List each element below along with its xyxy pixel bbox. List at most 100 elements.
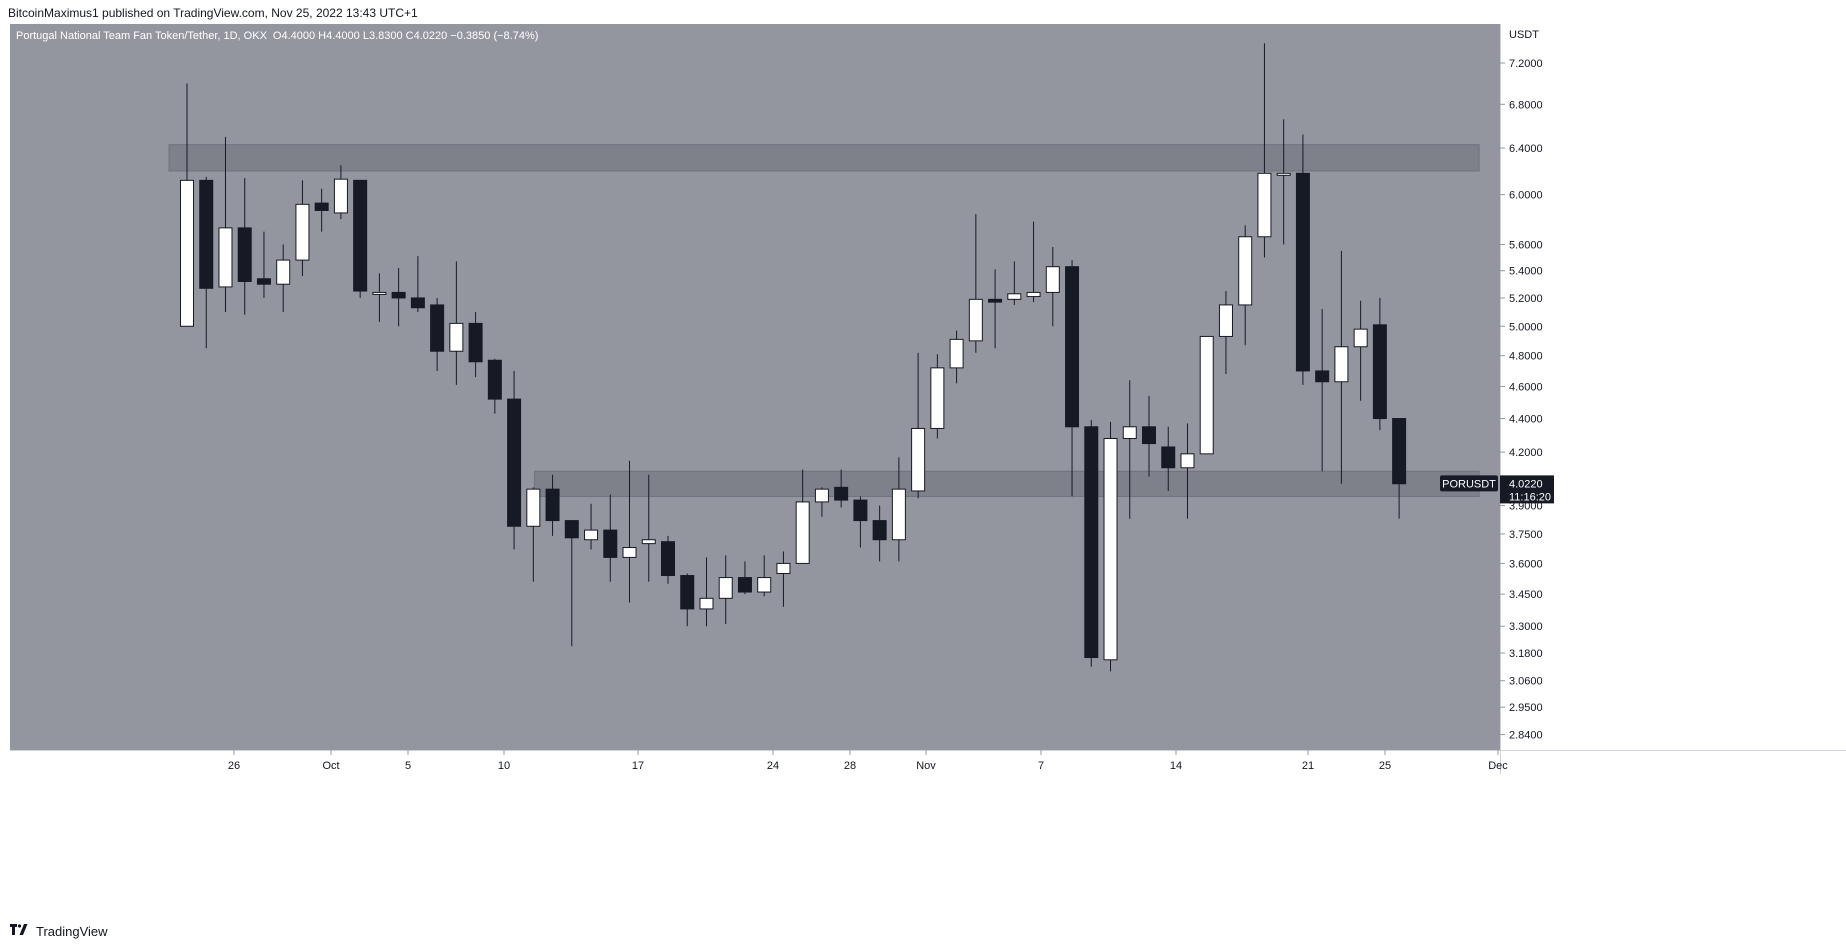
- candle-body-bearish: [507, 398, 522, 527]
- chart-frame[interactable]: 7.2000 6.8000 6.4000 6.0000 5.6000 5.4000 5.20…: [10, 24, 1846, 913]
- candle-body-bearish: [1295, 172, 1310, 372]
- tradingview-logo-icon[interactable]: [8, 924, 30, 938]
- candle: [1084, 420, 1099, 667]
- candle: [353, 179, 368, 298]
- candle-body-bearish: [737, 577, 752, 593]
- candle: [1103, 421, 1118, 672]
- price-tick-label: 3.7500: [1509, 529, 1543, 541]
- candle: [622, 460, 637, 603]
- price-tick-label: 6.0000: [1509, 190, 1543, 202]
- candle: [968, 214, 983, 353]
- candle-body-bullish: [699, 597, 714, 610]
- price-tick-label: 5.2000: [1509, 293, 1543, 305]
- footer: TradingView: [8, 920, 108, 942]
- candle: [468, 311, 483, 378]
- resistance-zone[interactable]: [168, 144, 1480, 172]
- candle: [295, 180, 310, 277]
- price-tick-label: 5.4000: [1509, 266, 1543, 278]
- candle: [1122, 380, 1137, 519]
- candle-body-bullish: [276, 259, 291, 285]
- bar-countdown-label: 11:16:20: [1509, 491, 1551, 503]
- candle: [1065, 260, 1080, 497]
- price-axis[interactable]: 7.2000 6.8000 6.4000 6.0000 5.6000 5.4000 5.20…: [1500, 58, 1543, 742]
- candle: [718, 555, 733, 625]
- price-tick-label: 4.4000: [1509, 414, 1543, 426]
- time-tick-label: Dec: [1488, 760, 1508, 772]
- price-tick-label: 6.8000: [1509, 99, 1543, 111]
- symbol-label: PORUSDT: [1442, 478, 1496, 490]
- price-axis-background: [1500, 24, 1846, 750]
- ohlc-value: 3.8300: [369, 30, 403, 42]
- candles-layer: [180, 43, 1407, 672]
- candle: [199, 176, 214, 349]
- ohlc-value: 4.4000: [281, 30, 315, 42]
- candle-body-bullish: [1180, 453, 1195, 469]
- chart-title: Portugal National Team Fan Token/Tether,…: [16, 30, 268, 42]
- price-chart[interactable]: 7.2000 6.8000 6.4000 6.0000 5.6000 5.4000 5.20…: [10, 24, 1846, 913]
- price-tick-label: 4.2000: [1509, 447, 1543, 459]
- candle: [1392, 418, 1407, 519]
- candle-body-bullish: [641, 539, 656, 545]
- symbol-label-box: [1440, 475, 1498, 492]
- candle: [891, 457, 906, 562]
- candle-body-bearish: [430, 304, 445, 352]
- candle-body-bullish: [526, 488, 541, 527]
- candle-body-bearish: [680, 575, 695, 610]
- candle-body-bearish: [487, 359, 502, 400]
- candle-body-bullish: [584, 529, 599, 541]
- candle-body-bullish: [776, 562, 791, 575]
- candle: [641, 474, 656, 582]
- candle-body-bearish: [564, 520, 579, 539]
- candle: [256, 231, 271, 298]
- candle-body-bearish: [988, 298, 1003, 303]
- candle: [680, 573, 695, 627]
- candle: [1334, 250, 1349, 484]
- candle-body-bullish: [1007, 293, 1022, 300]
- candle: [1142, 395, 1156, 477]
- candle: [276, 244, 291, 312]
- candle-body-bullish: [949, 338, 964, 369]
- candle-body-bullish: [1334, 346, 1349, 383]
- candle-body-bearish: [545, 488, 560, 522]
- candle: [1276, 119, 1291, 245]
- candle: [911, 352, 926, 499]
- support-zone[interactable]: [534, 470, 1480, 497]
- candle-body-bearish: [199, 179, 214, 289]
- time-tick-label: 17: [632, 760, 644, 772]
- candle: [487, 358, 502, 414]
- candle-body-bullish: [1103, 438, 1118, 661]
- candle-body-bearish: [1084, 426, 1099, 659]
- candle-body-bearish: [468, 322, 483, 363]
- price-tick-label: 3.6000: [1509, 558, 1543, 570]
- candle-body-bullish: [1276, 172, 1291, 176]
- candle-body-bearish: [834, 486, 849, 501]
- candle: [1199, 335, 1214, 455]
- candle: [1372, 297, 1387, 431]
- time-tick-label: 24: [767, 760, 779, 772]
- ohlc-value: 4.0220: [414, 30, 448, 42]
- footer-brand[interactable]: TradingView: [36, 923, 108, 939]
- time-tick-label: 10: [498, 760, 510, 772]
- candle: [661, 535, 675, 584]
- candle-body-bullish: [622, 547, 637, 558]
- candle-body-bearish: [1392, 418, 1407, 485]
- candle-body-bullish: [1122, 426, 1137, 440]
- candle-body-bullish: [1238, 236, 1253, 306]
- candle-body-bullish: [372, 291, 387, 295]
- ohlc-label: H: [315, 30, 326, 42]
- candle-body-bullish: [1026, 291, 1041, 298]
- ohlc-values: O4.4000 H4.4000 L3.8300 C4.0220 −0.3850 …: [273, 30, 539, 42]
- candle-body-bearish: [353, 179, 368, 292]
- candle: [930, 354, 945, 439]
- candle: [834, 469, 849, 508]
- candle-body-bearish: [256, 278, 271, 285]
- candle-body-bullish: [1199, 335, 1214, 455]
- publisher-name[interactable]: BitcoinMaximus1: [8, 6, 99, 20]
- time-axis[interactable]: 26 Oct 5 10 17 24 28 Nov 7 14 21 25 Dec: [228, 750, 1508, 772]
- candle: [699, 557, 714, 627]
- candle-body-bullish: [1257, 172, 1272, 238]
- candle: [949, 330, 964, 384]
- price-tick-label: 3.1800: [1509, 648, 1543, 660]
- candle: [1315, 309, 1330, 472]
